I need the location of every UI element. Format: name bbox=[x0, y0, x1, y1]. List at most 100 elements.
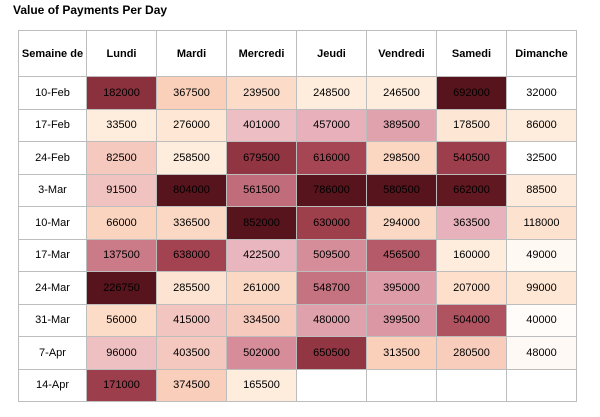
heatmap-cell: 679500 bbox=[226, 141, 297, 175]
heatmap-cell: 852000 bbox=[226, 206, 297, 240]
header-row: Semaine de Lundi Mardi Mercredi Jeudi Vendred… bbox=[18, 30, 577, 77]
heatmap-cell: 395000 bbox=[366, 271, 437, 305]
table-row: 24-Feb 82500 258500 679500 616000 298500 54050… bbox=[18, 141, 577, 175]
heatmap-cell: 298500 bbox=[366, 141, 437, 175]
heatmap-cell: 226750 bbox=[86, 271, 157, 305]
row-label: 31-Mar bbox=[18, 303, 87, 337]
table-row: 17-Feb 33500 276000 401000 457000 389500 17850… bbox=[18, 108, 577, 142]
heatmap-cell: 692000 bbox=[436, 76, 507, 110]
heatmap-cell: 415000 bbox=[156, 303, 227, 337]
heatmap-cell: 86000 bbox=[506, 108, 577, 142]
heatmap-cell: 403500 bbox=[156, 336, 227, 370]
heatmap-cell: 91500 bbox=[86, 173, 157, 207]
heatmap-cell: 786000 bbox=[296, 173, 367, 207]
empty-cell bbox=[506, 368, 577, 402]
table-row: 31-Mar 56000 415000 334500 480000 399500 50400… bbox=[18, 303, 577, 337]
heatmap-cell: 561500 bbox=[226, 173, 297, 207]
heatmap-cell: 178500 bbox=[436, 108, 507, 142]
heatmap-cell: 258500 bbox=[156, 141, 227, 175]
heatmap-cell: 804000 bbox=[156, 173, 227, 207]
empty-cell bbox=[366, 368, 437, 402]
heatmap-cell: 66000 bbox=[86, 206, 157, 240]
heatmap-cell: 457000 bbox=[296, 108, 367, 142]
heatmap-cell: 246500 bbox=[366, 76, 437, 110]
heatmap-cell: 182000 bbox=[86, 76, 157, 110]
heatmap-cell: 399500 bbox=[366, 303, 437, 337]
heatmap-cell: 548700 bbox=[296, 271, 367, 305]
heatmap-cell: 285500 bbox=[156, 271, 227, 305]
row-label: 17-Mar bbox=[18, 238, 87, 272]
heatmap-cell: 96000 bbox=[86, 336, 157, 370]
heatmap-cell: 363500 bbox=[436, 206, 507, 240]
heatmap-cell: 49000 bbox=[506, 238, 577, 272]
heatmap-cell: 33500 bbox=[86, 108, 157, 142]
heatmap-cell: 32500 bbox=[506, 141, 577, 175]
heatmap-cell: 480000 bbox=[296, 303, 367, 337]
heatmap-cell: 336500 bbox=[156, 206, 227, 240]
row-label: 7-Apr bbox=[18, 336, 87, 370]
heatmap-cell: 313500 bbox=[366, 336, 437, 370]
heatmap-cell: 504000 bbox=[436, 303, 507, 337]
heatmap-cell: 650500 bbox=[296, 336, 367, 370]
heatmap-cell: 401000 bbox=[226, 108, 297, 142]
heatmap-cell: 276000 bbox=[156, 108, 227, 142]
table-row: 3-Mar 91500 804000 561500 786000 580500 662000… bbox=[18, 173, 577, 207]
column-header: Jeudi bbox=[296, 30, 367, 77]
heatmap-cell: 88500 bbox=[506, 173, 577, 207]
table-row: 24-Mar 226750 285500 261000 548700 395000 2070… bbox=[18, 271, 577, 305]
heatmap-cell: 32000 bbox=[506, 76, 577, 110]
column-header: Vendredi bbox=[366, 30, 437, 77]
heatmap-cell: 638000 bbox=[156, 238, 227, 272]
row-header-label: Semaine de bbox=[18, 30, 87, 77]
column-header: Mercredi bbox=[226, 30, 297, 77]
heatmap-cell: 261000 bbox=[226, 271, 297, 305]
table-row: 14-Apr 171000 374500 165500 bbox=[18, 368, 577, 402]
heatmap-cell: 422500 bbox=[226, 238, 297, 272]
heatmap-cell: 334500 bbox=[226, 303, 297, 337]
heatmap-cell: 239500 bbox=[226, 76, 297, 110]
row-label: 3-Mar bbox=[18, 173, 87, 207]
heatmap-cell: 280500 bbox=[436, 336, 507, 370]
table-row: 10-Mar 66000 336500 852000 630000 294000 36350… bbox=[18, 206, 577, 240]
column-header: Samedi bbox=[436, 30, 507, 77]
heatmap-cell: 294000 bbox=[366, 206, 437, 240]
heatmap-cell: 82500 bbox=[86, 141, 157, 175]
row-label: 24-Mar bbox=[18, 271, 87, 305]
row-label: 17-Feb bbox=[18, 108, 87, 142]
row-label: 10-Feb bbox=[18, 76, 87, 110]
heatmap-cell: 456500 bbox=[366, 238, 437, 272]
empty-cell bbox=[296, 368, 367, 402]
table-body: 10-Feb 182000 367500 239500 248500 246500 6920… bbox=[18, 76, 577, 402]
row-label: 10-Mar bbox=[18, 206, 87, 240]
heatmap-cell: 165500 bbox=[226, 368, 297, 402]
heatmap-cell: 616000 bbox=[296, 141, 367, 175]
table-row: 17-Mar 137500 638000 422500 509500 456500 1600… bbox=[18, 238, 577, 272]
heatmap-cell: 40000 bbox=[506, 303, 577, 337]
heatmap-table: Semaine de Lundi Mardi Mercredi Jeudi Vendred… bbox=[18, 30, 577, 402]
heatmap-cell: 248500 bbox=[296, 76, 367, 110]
heatmap-cell: 502000 bbox=[226, 336, 297, 370]
column-header: Dimanche bbox=[506, 30, 577, 77]
heatmap-cell: 580500 bbox=[366, 173, 437, 207]
heatmap-cell: 630000 bbox=[296, 206, 367, 240]
heatmap-cell: 662000 bbox=[436, 173, 507, 207]
heatmap-cell: 171000 bbox=[86, 368, 157, 402]
heatmap-cell: 56000 bbox=[86, 303, 157, 337]
column-header: Lundi bbox=[86, 30, 157, 77]
heatmap-cell: 160000 bbox=[436, 238, 507, 272]
heatmap-cell: 389500 bbox=[366, 108, 437, 142]
empty-cell bbox=[436, 368, 507, 402]
heatmap-cell: 367500 bbox=[156, 76, 227, 110]
heatmap-cell: 509500 bbox=[296, 238, 367, 272]
heatmap-cell: 374500 bbox=[156, 368, 227, 402]
heatmap-cell: 540500 bbox=[436, 141, 507, 175]
chart-title: Value of Payments Per Day bbox=[13, 3, 168, 17]
heatmap-cell: 99000 bbox=[506, 271, 577, 305]
heatmap-cell: 137500 bbox=[86, 238, 157, 272]
heatmap-cell: 48000 bbox=[506, 336, 577, 370]
table-row: 10-Feb 182000 367500 239500 248500 246500 6920… bbox=[18, 76, 577, 110]
table-row: 7-Apr 96000 403500 502000 650500 313500 280500… bbox=[18, 336, 577, 370]
row-label: 24-Feb bbox=[18, 141, 87, 175]
row-label: 14-Apr bbox=[18, 368, 87, 402]
heatmap-cell: 207000 bbox=[436, 271, 507, 305]
